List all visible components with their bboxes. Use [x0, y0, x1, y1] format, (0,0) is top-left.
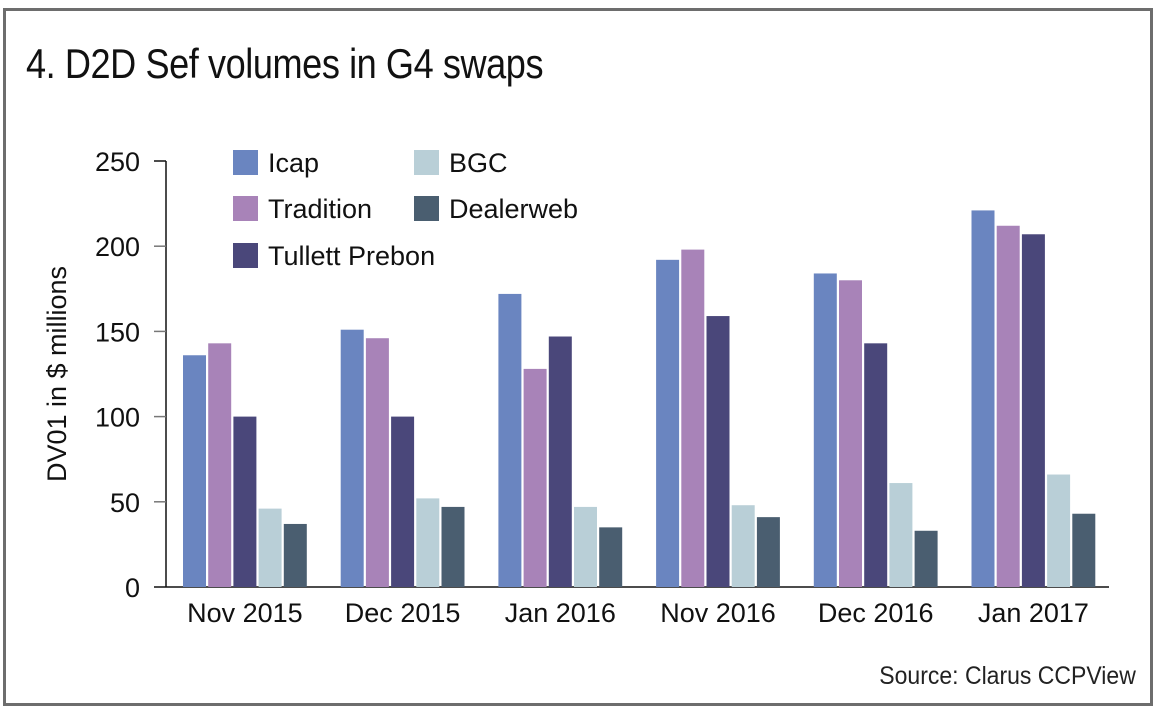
x-tick-label: Jan 2017 [978, 598, 1089, 628]
source-note: Source: Clarus CCPView [879, 662, 1136, 690]
y-axis-label: DV01 in $ millions [42, 266, 72, 482]
bar-icap [183, 355, 206, 587]
y-tick-label: 50 [110, 488, 140, 518]
x-tick-label: Nov 2015 [187, 598, 303, 628]
y-tick-label: 150 [95, 317, 140, 347]
bar-tullett-prebon [548, 336, 572, 587]
bar-icap [656, 259, 680, 587]
bar-tradition [996, 225, 1020, 587]
x-tick-label: Jan 2016 [505, 598, 616, 628]
bar-bgc [574, 506, 597, 587]
legend: Icap Tradition Tullett Prebon BGC Dealerweb [233, 148, 578, 271]
x-tick-label: Nov 2016 [660, 598, 776, 628]
bar-tradition [523, 368, 547, 587]
bar-dealerweb [756, 517, 780, 587]
bar-tullett-prebon [391, 416, 415, 587]
x-tick-label: Dec 2015 [345, 598, 461, 628]
bar-dealerweb [914, 530, 938, 587]
bar-dealerweb [283, 523, 307, 587]
legend-swatch-dealerweb [414, 196, 439, 221]
chart-title: 4. D2D Sef volumes in G4 swaps [26, 40, 544, 87]
bar-tradition [208, 343, 232, 587]
bar-bgc [416, 498, 440, 587]
bar-tullett-prebon [233, 416, 257, 587]
bar-tradition [839, 280, 862, 587]
legend-swatch-bgc [414, 150, 439, 175]
legend-swatch-tullett-prebon [233, 243, 258, 268]
bars [183, 210, 1096, 587]
bar-icap [340, 329, 364, 587]
bar-bgc [731, 505, 755, 587]
legend-label-bgc: BGC [449, 148, 508, 178]
bar-icap [498, 293, 522, 587]
y-tick-label: 100 [95, 403, 140, 433]
bar-bgc [1047, 474, 1071, 587]
bar-dealerweb [441, 506, 465, 587]
bar-dealerweb [1072, 513, 1096, 587]
y-tick-label: 200 [95, 232, 140, 262]
bar-tullett-prebon [706, 316, 730, 587]
y-tick-label: 0 [125, 573, 140, 603]
legend-swatch-icap [233, 150, 258, 175]
bar-bgc [889, 483, 913, 587]
legend-swatch-tradition [233, 196, 258, 221]
bar-icap [813, 273, 837, 587]
bar-tradition [681, 249, 705, 587]
legend-label-tradition: Tradition [268, 194, 372, 224]
legend-label-icap: Icap [268, 148, 319, 178]
bar-tullett-prebon [1021, 234, 1045, 587]
bar-dealerweb [599, 527, 623, 587]
legend-label-dealerweb: Dealerweb [449, 194, 578, 224]
bar-icap [971, 210, 995, 587]
y-tick-label: 250 [95, 147, 140, 177]
bar-bgc [258, 508, 282, 587]
x-tick-label: Dec 2016 [818, 598, 934, 628]
bar-tradition [365, 338, 389, 587]
bar-tullett-prebon [864, 343, 888, 587]
axes: 0 50 100 150 200 250 Nov 2015 Dec 2015 Jan 2016 N… [95, 147, 1109, 628]
legend-label-tullett-prebon: Tullett Prebon [268, 241, 435, 271]
